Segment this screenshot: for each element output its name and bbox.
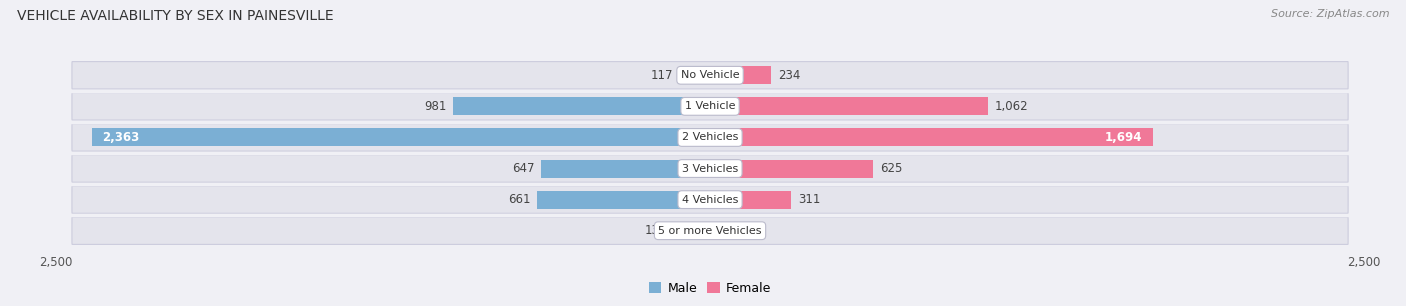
Bar xyxy=(710,222,721,240)
Text: No Vehicle: No Vehicle xyxy=(681,70,740,80)
Text: 661: 661 xyxy=(508,193,530,206)
Text: 117: 117 xyxy=(651,69,673,82)
Bar xyxy=(710,191,792,209)
Text: 5 or more Vehicles: 5 or more Vehicles xyxy=(658,226,762,236)
Text: 625: 625 xyxy=(880,162,903,175)
Bar xyxy=(454,97,710,115)
Text: 4 Vehicles: 4 Vehicles xyxy=(682,195,738,205)
FancyBboxPatch shape xyxy=(72,62,1348,89)
Text: 3 Vehicles: 3 Vehicles xyxy=(682,163,738,174)
Text: 1,062: 1,062 xyxy=(994,100,1028,113)
FancyBboxPatch shape xyxy=(72,155,1348,182)
Bar xyxy=(710,159,873,177)
Text: 139: 139 xyxy=(645,224,666,237)
Bar xyxy=(91,129,710,147)
Text: 1 Vehicle: 1 Vehicle xyxy=(685,101,735,111)
FancyBboxPatch shape xyxy=(72,217,1348,244)
Text: 1,694: 1,694 xyxy=(1105,131,1143,144)
Bar xyxy=(710,97,988,115)
Bar xyxy=(679,66,710,84)
Text: Source: ZipAtlas.com: Source: ZipAtlas.com xyxy=(1271,9,1389,19)
Bar xyxy=(710,66,772,84)
Text: 2,363: 2,363 xyxy=(103,131,139,144)
Text: 981: 981 xyxy=(425,100,447,113)
Bar xyxy=(541,159,710,177)
FancyBboxPatch shape xyxy=(72,186,1348,213)
Bar xyxy=(537,191,710,209)
Text: 42: 42 xyxy=(727,224,742,237)
FancyBboxPatch shape xyxy=(72,124,1348,151)
FancyBboxPatch shape xyxy=(72,93,1348,120)
Legend: Male, Female: Male, Female xyxy=(644,277,776,300)
Text: 2 Vehicles: 2 Vehicles xyxy=(682,132,738,143)
Text: 311: 311 xyxy=(797,193,820,206)
Bar xyxy=(710,129,1153,147)
Text: VEHICLE AVAILABILITY BY SEX IN PAINESVILLE: VEHICLE AVAILABILITY BY SEX IN PAINESVIL… xyxy=(17,9,333,23)
Text: 234: 234 xyxy=(778,69,800,82)
Text: 647: 647 xyxy=(512,162,534,175)
Bar xyxy=(673,222,710,240)
